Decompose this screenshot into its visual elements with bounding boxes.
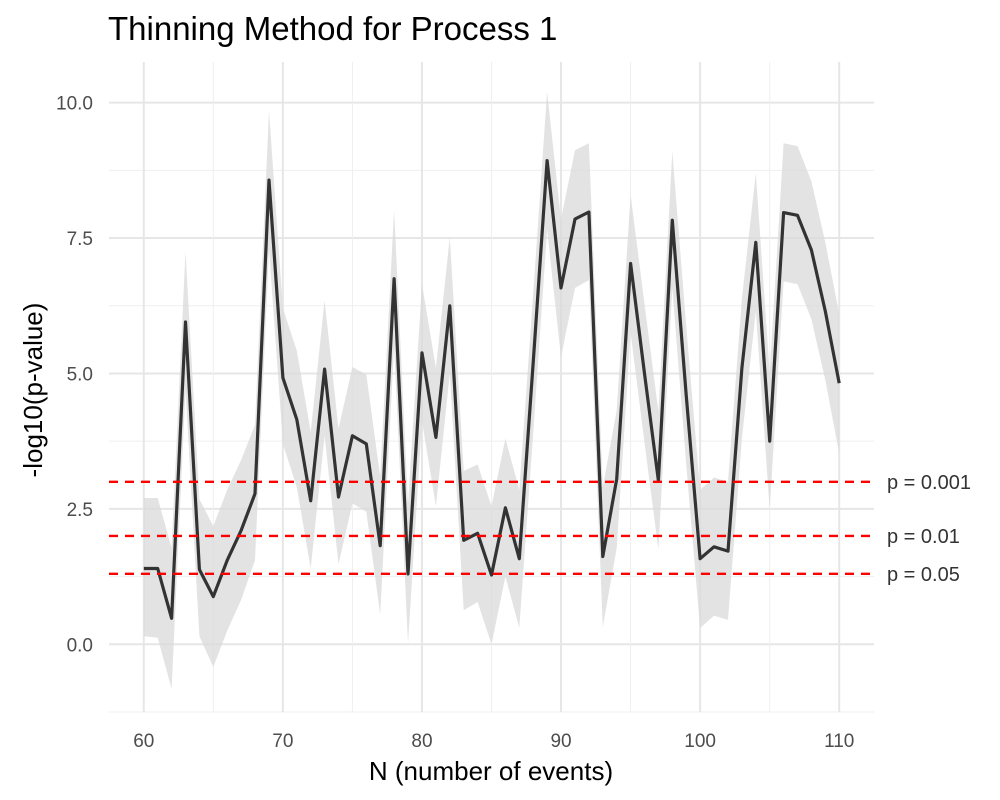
x-tick-label: 70 bbox=[272, 731, 293, 752]
y-tick-label: 7.5 bbox=[67, 229, 93, 250]
x-axis-title: N (number of events) bbox=[369, 756, 613, 786]
y-tick-label: 10.0 bbox=[56, 94, 93, 115]
x-axis-ticks: 60 70 80 90 100 110 bbox=[133, 731, 854, 752]
x-tick-label: 60 bbox=[133, 731, 154, 752]
y-tick-label: 5.0 bbox=[67, 364, 93, 385]
y-axis-ticks: 0.0 2.5 5.0 7.5 10.0 bbox=[56, 94, 93, 657]
x-tick-label: 80 bbox=[411, 731, 432, 752]
y-axis-title: -log10(p-value) bbox=[18, 303, 48, 478]
y-tick-label: 2.5 bbox=[67, 500, 93, 521]
reference-line-label: p = 0.01 bbox=[887, 526, 960, 548]
data-line bbox=[143, 159, 841, 620]
x-tick-label: 90 bbox=[550, 731, 571, 752]
x-tick-label: 100 bbox=[684, 731, 716, 752]
reference-lines: p = 0.001 p = 0.01 p = 0.05 bbox=[109, 472, 971, 586]
reference-line-label: p = 0.001 bbox=[887, 472, 971, 494]
series-line bbox=[143, 159, 841, 620]
chart-title: Thinning Method for Process 1 bbox=[108, 10, 557, 47]
x-tick-label: 110 bbox=[824, 731, 854, 752]
reference-line-label: p = 0.05 bbox=[887, 564, 960, 586]
y-tick-label: 0.0 bbox=[67, 635, 93, 656]
